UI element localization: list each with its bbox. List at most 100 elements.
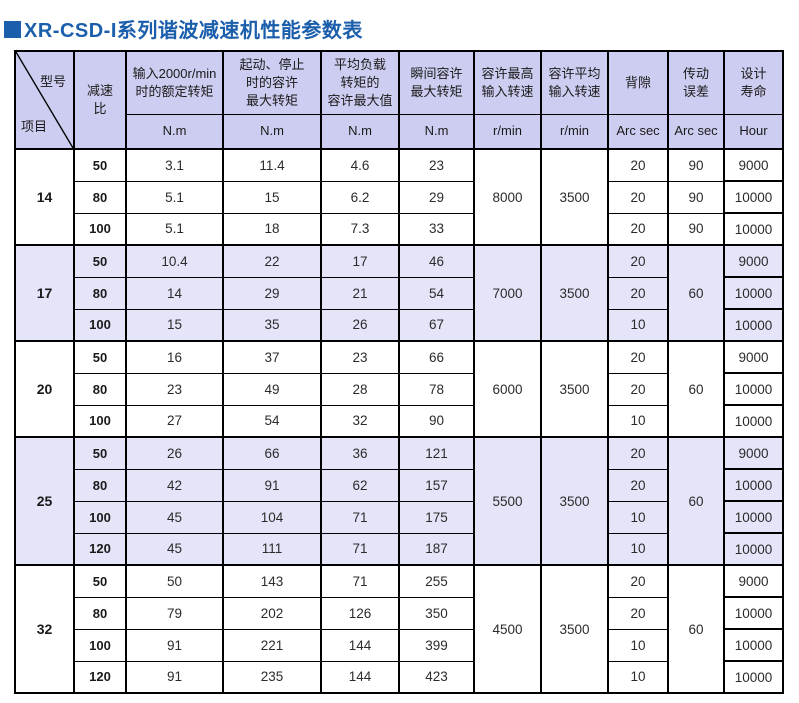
cell-rated-torque: 50: [125, 564, 224, 598]
header-max-input-speed: 容许最高 输入转速: [473, 50, 542, 115]
header-transmission-error: 传动 误差: [667, 50, 725, 115]
corner-label-item: 项目: [21, 119, 48, 135]
cell-avg-load-torque: 7.3: [320, 212, 400, 246]
cell-avg-load-torque: 26: [320, 308, 400, 342]
cell-transmission-error: 60: [667, 244, 725, 342]
cell-instant-torque: 23: [398, 148, 475, 182]
cell-startstop-torque: 66: [222, 436, 322, 470]
cell-ratio: 80: [73, 468, 127, 502]
cell-instant-torque: 399: [398, 628, 475, 662]
table-row: 32 50 50 143 71 255 4500 3500 20 60 9000: [14, 564, 784, 694]
unit-design-life: Hour: [723, 113, 784, 150]
table-row: 120 91 235 144 423 10 10000: [15, 660, 784, 694]
table-row: 100 45 104 71 175 10 10000: [15, 500, 784, 534]
cell-rated-torque: 91: [125, 660, 224, 694]
cell-rated-torque: 79: [125, 596, 224, 630]
cell-ratio: 120: [73, 660, 127, 694]
cell-startstop-torque: 143: [222, 564, 322, 598]
cell-instant-torque: 175: [398, 500, 475, 534]
cell-avg-load-torque: 71: [320, 500, 400, 534]
page-title: XR-CSD-I系列谐波减速机性能参数表: [24, 20, 363, 42]
spec-table: 型号 项目 减速 比 输入2000r/min 时的额定转矩 起动、停止 时的容许…: [14, 50, 784, 694]
cell-startstop-torque: 15: [222, 180, 322, 214]
cell-rated-torque: 23: [125, 372, 224, 406]
cell-startstop-torque: 221: [222, 628, 322, 662]
cell-rated-torque: 14: [125, 276, 224, 310]
cell-backlash: 20: [607, 596, 669, 630]
cell-instant-torque: 54: [398, 276, 475, 310]
cell-backlash: 10: [607, 628, 669, 662]
cell-design-life: 9000: [723, 564, 784, 598]
table-row: 80 79 202 126 350 20 10000: [15, 596, 784, 630]
cell-instant-torque: 255: [398, 564, 475, 598]
cell-startstop-torque: 111: [222, 532, 322, 566]
cell-backlash: 10: [607, 660, 669, 694]
cell-instant-torque: 121: [398, 436, 475, 470]
cell-ratio: 80: [73, 276, 127, 310]
header-instant-torque: 瞬间容许 最大转矩: [398, 50, 475, 115]
cell-rated-torque: 45: [125, 532, 224, 566]
cell-design-life: 9000: [723, 436, 784, 470]
table-row: 100 27 54 32 90 10 10000: [15, 404, 784, 438]
unit-max-input-speed: r/min: [473, 113, 542, 150]
cell-design-life: 10000: [723, 180, 784, 214]
cell-ratio: 80: [73, 596, 127, 630]
cell-ratio: 50: [73, 436, 127, 470]
cell-avg-load-torque: 144: [320, 628, 400, 662]
title-square-icon: [4, 20, 21, 38]
cell-design-life: 10000: [723, 404, 784, 438]
cell-ratio: 50: [73, 244, 127, 278]
cell-avg-input-speed: 3500: [540, 244, 609, 342]
cell-startstop-torque: 29: [222, 276, 322, 310]
cell-rated-torque: 16: [125, 340, 224, 374]
cell-instant-torque: 423: [398, 660, 475, 694]
cell-ratio: 100: [73, 308, 127, 342]
cell-avg-input-speed: 3500: [540, 148, 609, 246]
cell-avg-load-torque: 6.2: [320, 180, 400, 214]
cell-startstop-torque: 35: [222, 308, 322, 342]
cell-model: 32: [14, 564, 75, 694]
cell-design-life: 10000: [723, 212, 784, 246]
cell-model: 20: [14, 340, 75, 438]
diagonal-line: [17, 52, 72, 148]
header-design-life: 设计 寿命: [723, 50, 784, 115]
unit-instant-torque: N.m: [398, 113, 475, 150]
cell-design-life: 10000: [723, 468, 784, 502]
corner-label-model: 型号: [39, 74, 66, 89]
cell-avg-input-speed: 3500: [540, 564, 609, 694]
cell-model: 25: [14, 436, 75, 566]
unit-avg-load-torque: N.m: [320, 113, 400, 150]
cell-model: 14: [14, 148, 75, 246]
cell-instant-torque: 67: [398, 308, 475, 342]
cell-backlash: 20: [607, 276, 669, 310]
cell-startstop-torque: 11.4: [222, 148, 322, 182]
cell-avg-load-torque: 28: [320, 372, 400, 406]
table-row: 80 23 49 28 78 20 10000: [15, 372, 784, 406]
cell-design-life: 10000: [723, 276, 784, 310]
cell-startstop-torque: 22: [222, 244, 322, 278]
cell-rated-torque: 15: [125, 308, 224, 342]
cell-startstop-torque: 235: [222, 660, 322, 694]
cell-ratio: 100: [73, 212, 127, 246]
table-row: 100 15 35 26 67 10 10000: [15, 308, 784, 342]
cell-max-input-speed: 4500: [473, 564, 542, 694]
cell-backlash: 20: [607, 244, 669, 278]
cell-backlash: 10: [607, 308, 669, 342]
unit-rated-torque: N.m: [125, 113, 224, 150]
cell-max-input-speed: 7000: [473, 244, 542, 342]
cell-backlash: 20: [607, 340, 669, 374]
cell-ratio: 100: [73, 628, 127, 662]
table-row: 80 14 29 21 54 20 10000: [15, 276, 784, 310]
cell-transmission-error: 90: [667, 212, 725, 246]
cell-design-life: 10000: [723, 500, 784, 534]
cell-backlash: 10: [607, 500, 669, 534]
cell-avg-load-torque: 21: [320, 276, 400, 310]
cell-instant-torque: 78: [398, 372, 475, 406]
cell-transmission-error: 60: [667, 340, 725, 438]
cell-instant-torque: 66: [398, 340, 475, 374]
cell-avg-load-torque: 71: [320, 564, 400, 598]
cell-design-life: 9000: [723, 340, 784, 374]
cell-instant-torque: 187: [398, 532, 475, 566]
cell-design-life: 10000: [723, 532, 784, 566]
cell-rated-torque: 26: [125, 436, 224, 470]
